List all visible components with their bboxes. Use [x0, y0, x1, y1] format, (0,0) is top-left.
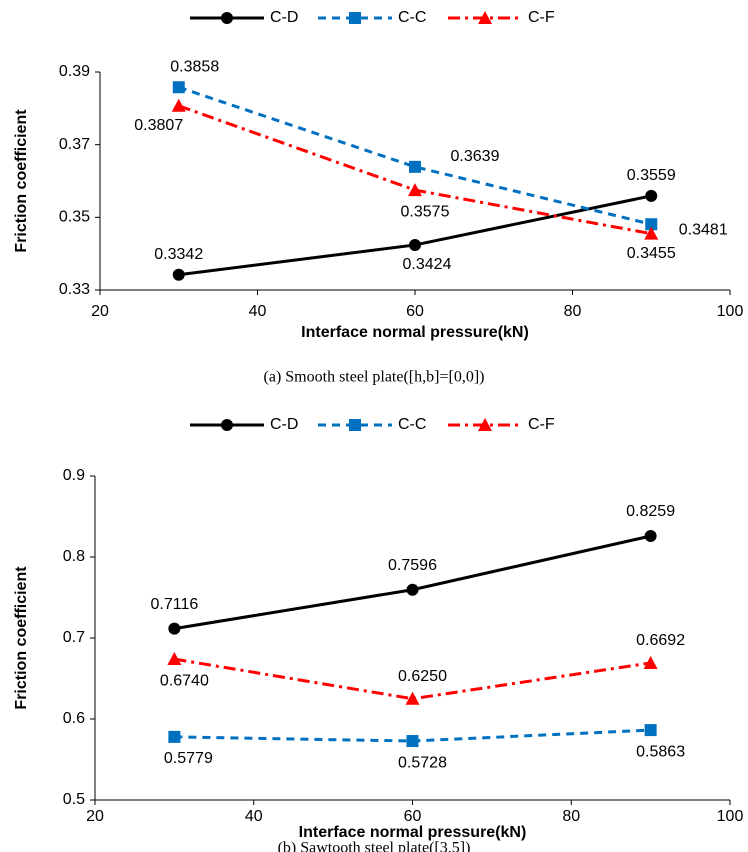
- data-label: 0.7116: [151, 596, 199, 613]
- marker: [168, 622, 181, 635]
- data-label: 0.3455: [627, 245, 676, 262]
- x-tick-label: 20: [86, 808, 104, 825]
- marker: [221, 419, 233, 431]
- data-label: 0.3575: [401, 203, 450, 220]
- marker: [409, 160, 421, 173]
- x-tick-label: 20: [91, 303, 109, 320]
- marker: [172, 268, 185, 281]
- marker: [478, 418, 492, 431]
- y-axis-label: Friction coefficient: [13, 566, 30, 710]
- x-tick-label: 40: [245, 808, 263, 825]
- legend-label: C-F: [528, 416, 555, 433]
- marker: [221, 12, 233, 24]
- x-axis-label: Interface normal pressure(kN): [299, 824, 527, 841]
- data-label: 0.3342: [154, 246, 203, 263]
- x-tick-label: 60: [404, 808, 422, 825]
- data-label: 0.5779: [164, 750, 213, 767]
- legend-label: C-D: [270, 416, 298, 433]
- data-label: 0.5728: [398, 754, 447, 771]
- caption: (a) Smooth steel plate([h,b]=[0,0]): [264, 369, 485, 386]
- x-tick-label: 100: [717, 808, 744, 825]
- legend-label: C-D: [270, 9, 298, 26]
- y-tick-label: 0.5: [63, 791, 85, 808]
- legend-label: C-C: [398, 416, 426, 433]
- marker: [171, 98, 186, 112]
- data-label: 0.6250: [398, 668, 447, 685]
- y-tick-label: 0.33: [59, 281, 90, 298]
- data-label: 0.6692: [636, 632, 685, 649]
- y-tick-label: 0.6: [63, 710, 85, 727]
- marker: [349, 419, 361, 431]
- marker: [172, 81, 185, 94]
- marker: [644, 226, 659, 240]
- marker: [478, 11, 492, 24]
- data-label: 0.3481: [679, 221, 728, 238]
- legend-label: C-C: [398, 9, 426, 26]
- y-tick-label: 0.37: [59, 136, 90, 153]
- data-label: 0.8259: [626, 503, 675, 520]
- marker: [349, 12, 361, 24]
- data-label: 0.7596: [388, 557, 437, 574]
- x-tick-label: 100: [717, 303, 744, 320]
- y-tick-label: 0.7: [63, 629, 85, 646]
- data-label: 0.6740: [160, 672, 209, 689]
- marker: [168, 730, 181, 743]
- marker: [643, 655, 658, 669]
- marker: [645, 218, 658, 231]
- marker: [406, 735, 419, 748]
- series-line: [174, 657, 651, 701]
- y-tick-label: 0.35: [59, 209, 90, 226]
- marker: [406, 583, 419, 596]
- data-label: 0.3639: [451, 148, 500, 165]
- series-line: [178, 85, 652, 226]
- y-tick-label: 0.8: [63, 548, 85, 565]
- marker: [645, 189, 658, 202]
- data-label: 0.3807: [134, 117, 183, 134]
- x-tick-label: 80: [564, 303, 582, 320]
- data-label: 0.3424: [403, 256, 452, 273]
- y-tick-label: 0.9: [63, 467, 85, 484]
- marker: [167, 652, 182, 666]
- marker: [409, 238, 421, 251]
- x-tick-label: 80: [562, 808, 580, 825]
- marker: [408, 183, 422, 197]
- x-tick-label: 40: [249, 303, 267, 320]
- data-label: 0.5863: [636, 743, 685, 760]
- series-line: [174, 534, 651, 631]
- marker: [644, 724, 657, 737]
- marker: [405, 691, 420, 705]
- x-tick-label: 60: [406, 303, 424, 320]
- data-label: 0.3559: [627, 167, 676, 184]
- marker: [644, 530, 657, 543]
- legend-label: C-F: [528, 9, 555, 26]
- y-axis-label: Friction coefficient: [13, 109, 30, 253]
- y-tick-label: 0.39: [59, 63, 90, 80]
- x-axis-label: Interface normal pressure(kN): [301, 324, 529, 341]
- caption: (b) Sawtooth steel plate([3,5]): [278, 840, 471, 852]
- data-label: 0.3858: [170, 58, 219, 75]
